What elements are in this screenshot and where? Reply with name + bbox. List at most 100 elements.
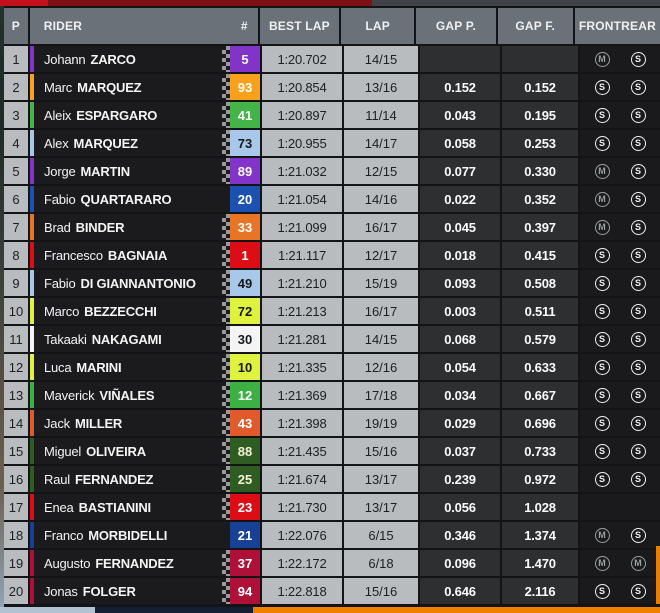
table-row-rider-37[interactable]: 19 Augusto FERNANDEZ 37 1:22.172 6/18 0.096 1.… (4, 550, 660, 576)
table-row-rider-1[interactable]: 8 Francesco BAGNAIA 1 1:21.117 12/17 0.018 0.4… (4, 242, 660, 268)
position-cell: 14 (4, 410, 28, 436)
checkered-flag-strip (222, 326, 230, 352)
table-row-rider-21[interactable]: 18 Franco MORBIDELLI 21 1:22.076 6/15 0.346 1.… (4, 522, 660, 548)
gap-first-cell: 2.116 (502, 578, 578, 604)
table-row-rider-41[interactable]: 3 Aleix ESPARGARO 41 1:20.897 11/14 0.043 0.19… (4, 102, 660, 128)
gap-first-cell: 0.330 (502, 158, 578, 184)
team-color-bar (30, 242, 34, 268)
lap-count-cell: 6/18 (344, 550, 418, 576)
rider-cell: Francesco BAGNAIA 1 (30, 242, 260, 268)
no-flag-strip (222, 522, 230, 548)
col-header-rider: RIDER # (29, 8, 258, 44)
gap-previous-cell: 0.152 (420, 74, 500, 100)
table-row-rider-30[interactable]: 11 Takaaki NAKAGAMI 30 1:21.281 14/15 0.068 0.… (4, 326, 660, 352)
front-tire-icon: S (594, 583, 610, 599)
top-bar-darkred-segment (48, 0, 372, 6)
gap-first-cell: 1.374 (502, 522, 578, 548)
team-color-bar (30, 130, 34, 156)
position-cell: 3 (4, 102, 28, 128)
rider-cell: Johann ZARCO 5 (30, 46, 260, 72)
col-header-lap: LAP (341, 8, 415, 44)
rider-name: Fabio DI GIANNANTONIO (44, 275, 196, 291)
table-row-rider-93[interactable]: 2 Marc MARQUEZ 93 1:20.854 13/16 0.152 0.152 S S (4, 74, 660, 100)
best-lap-cell: 1:21.369 (262, 382, 342, 408)
table-row-rider-94[interactable]: 20 Jonas FOLGER 94 1:22.818 15/16 0.646 2.116 S… (4, 578, 660, 604)
rear-tire-icon: S (630, 527, 646, 543)
team-color-bar (30, 438, 34, 464)
rider-surname: OLIVEIRA (86, 443, 146, 459)
rider-number-badge: 5 (230, 46, 260, 72)
front-tire-icon: S (594, 331, 610, 347)
rider-surname: FERNANDEZ (74, 471, 154, 487)
table-row-rider-33[interactable]: 7 Brad BINDER 33 1:21.099 16/17 0.045 0.397 M S (4, 214, 660, 240)
gap-first-cell: 0.253 (502, 130, 578, 156)
table-row-rider-10[interactable]: 12 Luca MARINI 10 1:21.335 12/16 0.054 0.633 S S (4, 354, 660, 380)
best-lap-cell: 1:21.032 (262, 158, 342, 184)
team-color-bar (30, 494, 34, 520)
rider-surname: MARINI (76, 359, 122, 375)
best-lap-cell: 1:22.172 (262, 550, 342, 576)
table-row-rider-25[interactable]: 16 Raul FERNANDEZ 25 1:21.674 13/17 0.239 0.97… (4, 466, 660, 492)
table-row-rider-89[interactable]: 5 Jorge MARTIN 89 1:21.032 12/15 0.077 0.330 M S (4, 158, 660, 184)
team-color-bar (30, 578, 34, 604)
checkered-flag-strip (222, 466, 230, 492)
table-row-rider-5[interactable]: 1 Johann ZARCO 5 1:20.702 14/15 M S (4, 46, 660, 72)
best-lap-cell: 1:21.054 (262, 186, 342, 212)
rider-surname: BAGNAIA (107, 247, 168, 263)
best-lap-cell: 1:22.076 (262, 522, 342, 548)
gap-previous-cell: 0.045 (420, 214, 500, 240)
table-row-rider-23[interactable]: 17 Enea BASTIANINI 23 1:21.730 13/17 0.056 1.0… (4, 494, 660, 520)
table-row-rider-49[interactable]: 9 Fabio DI GIANNANTONIO 49 1:21.210 15/19 0.0… (4, 270, 660, 296)
checkered-flag-strip (222, 242, 230, 268)
rider-name: Fabio QUARTARARO (44, 191, 172, 207)
position-cell: 16 (4, 466, 28, 492)
gap-first-cell: 0.352 (502, 186, 578, 212)
rider-surname: MARQUEZ (73, 135, 139, 151)
col-header-tires: FRONT REAR (574, 8, 660, 44)
position-cell: 19 (4, 550, 28, 576)
rider-number-badge: 10 (230, 354, 260, 380)
col-header-rider-label: RIDER (43, 19, 83, 33)
table-row-rider-43[interactable]: 14 Jack MILLER 43 1:21.398 19/19 0.029 0.696 S S (4, 410, 660, 436)
rear-tire-icon: S (630, 443, 646, 459)
gap-first-cell: 0.667 (502, 382, 578, 408)
front-tire-icon: M (594, 527, 610, 543)
best-lap-cell: 1:21.674 (262, 466, 342, 492)
front-tire-icon: M (594, 51, 610, 67)
gap-previous-cell: 0.239 (420, 466, 500, 492)
col-header-number: # (240, 19, 248, 33)
best-lap-cell: 1:21.730 (262, 494, 342, 520)
rider-surname: BINDER (75, 219, 125, 235)
gap-previous-cell: 0.093 (420, 270, 500, 296)
checkered-flag-strip (222, 102, 230, 128)
gap-previous-cell (420, 46, 500, 72)
gap-first-cell: 0.152 (502, 74, 578, 100)
checkered-flag-strip (222, 74, 230, 100)
lap-count-cell: 6/15 (344, 522, 418, 548)
checkered-flag-strip (222, 382, 230, 408)
table-row-rider-72[interactable]: 10 Marco BEZZECCHI 72 1:21.213 16/17 0.003 0.5… (4, 298, 660, 324)
gap-first-cell: 0.508 (502, 270, 578, 296)
team-color-bar (30, 158, 34, 184)
rider-cell: Jorge MARTIN 89 (30, 158, 260, 184)
table-row-rider-12[interactable]: 13 Maverick VIÑALES 12 1:21.369 17/18 0.034 0.… (4, 382, 660, 408)
rider-number-badge: 41 (230, 102, 260, 128)
checkered-flag-strip (222, 46, 230, 72)
checkered-flag-strip (222, 550, 230, 576)
table-row-rider-88[interactable]: 15 Miguel OLIVEIRA 88 1:21.435 15/16 0.037 0.7… (4, 438, 660, 464)
table-row-rider-20[interactable]: 6 Fabio QUARTARARO 20 1:21.054 14/16 0.022 0.3… (4, 186, 660, 212)
lap-count-cell: 16/17 (344, 298, 418, 324)
front-tire-icon: S (594, 471, 610, 487)
rear-tire-icon: S (630, 79, 646, 95)
table-row-rider-73[interactable]: 4 Alex MARQUEZ 73 1:20.955 14/17 0.058 0.253 S S (4, 130, 660, 156)
rider-number-badge: 12 (230, 382, 260, 408)
gap-previous-cell: 0.054 (420, 354, 500, 380)
rider-cell: Augusto FERNANDEZ 37 (30, 550, 260, 576)
rider-number-badge: 30 (230, 326, 260, 352)
timing-rows: 1 Johann ZARCO 5 1:20.702 14/15 M S 2 Marc MARQU… (4, 46, 660, 604)
